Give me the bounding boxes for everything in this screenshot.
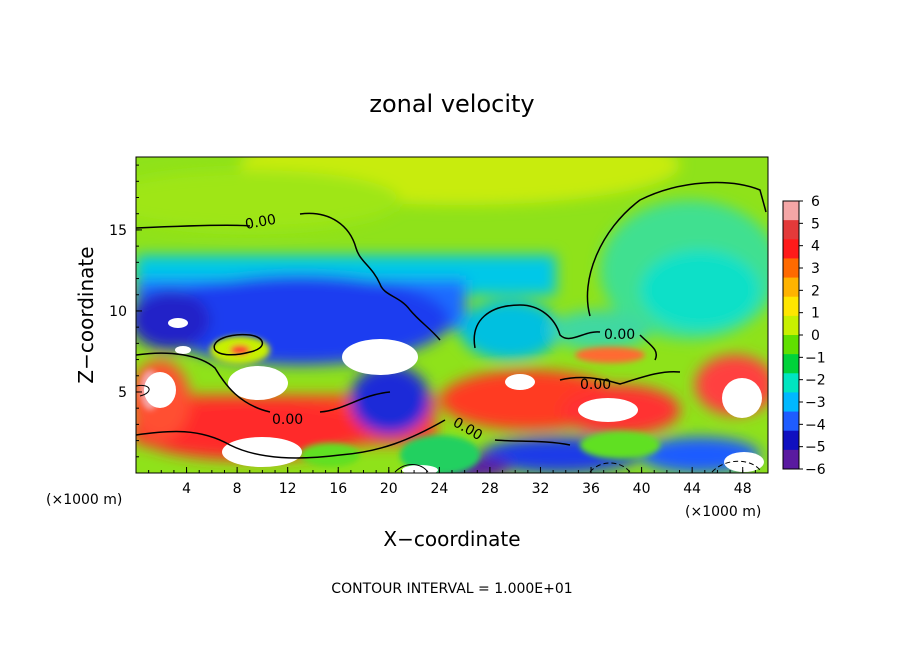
colorbar — [782, 200, 803, 470]
colorbar-tick-label: 5 — [811, 216, 820, 232]
contour-label: 0.00 — [604, 327, 635, 343]
colorbar-tick-label: −6 — [805, 462, 826, 478]
x-tick-label: 16 — [329, 481, 347, 497]
colorbar-tick-label: 3 — [811, 261, 820, 277]
y-tick-label: 15 — [109, 223, 127, 239]
x-units-right: (×1000 m) — [685, 504, 761, 520]
colorbar-swatch — [783, 354, 799, 374]
colorbar-swatch — [783, 201, 799, 221]
contour-label: 0.00 — [580, 377, 611, 393]
heatmap-field: 0.00 0.00 0.00 0.00 0.00 — [136, 157, 768, 473]
x-units-left: (×1000 m) — [46, 492, 122, 508]
colorbar-swatch — [783, 258, 799, 279]
colorbar-tick-label: 0 — [811, 328, 820, 344]
colorbar-tick-label: −4 — [805, 417, 826, 433]
colorbar-tick-label: 1 — [811, 306, 820, 322]
colorbar-tick-label: 6 — [811, 194, 820, 210]
x-tick-label: 36 — [582, 481, 600, 497]
x-tick-label: 44 — [683, 481, 701, 497]
colorbar-tick-label: −2 — [805, 373, 826, 389]
contour-label: 0.00 — [272, 412, 303, 428]
x-tick-label: 48 — [734, 481, 752, 497]
chart-title: zonal velocity — [369, 90, 534, 118]
x-axis-label: X−coordinate — [383, 527, 520, 551]
colorbar-swatch — [783, 220, 799, 240]
colorbar-swatch — [783, 430, 799, 451]
colorbar-swatch — [783, 239, 799, 259]
x-tick-label: 28 — [481, 481, 499, 497]
contour-interval-note: CONTOUR INTERVAL = 1.000E+01 — [331, 581, 572, 597]
x-tick-label: 32 — [532, 481, 550, 497]
colorbar-tick-label: 2 — [811, 283, 820, 299]
contour-label: 0.00 — [244, 212, 277, 233]
colorbar-tick-label: 4 — [811, 239, 820, 255]
x-tick-label: 4 — [182, 481, 191, 497]
y-axis-label: Z−coordinate — [74, 246, 98, 383]
colorbar-swatch — [783, 315, 799, 336]
colorbar-swatch — [783, 392, 799, 413]
x-tick-label: 12 — [279, 481, 297, 497]
colorbar-swatch — [783, 335, 799, 355]
colorbar-swatch — [783, 373, 799, 393]
x-tick-label: 24 — [430, 481, 448, 497]
colorbar-swatch — [783, 449, 799, 470]
x-tick-label: 20 — [380, 481, 398, 497]
y-tick-label: 5 — [118, 385, 127, 401]
x-tick-label: 8 — [233, 481, 242, 497]
y-tick-label: 10 — [109, 304, 127, 320]
colorbar-swatch — [783, 296, 799, 317]
x-tick-label: 40 — [633, 481, 651, 497]
colorbar-tick-label: −5 — [805, 440, 826, 456]
colorbar-swatch — [783, 411, 799, 432]
colorbar-swatch — [783, 277, 799, 298]
colorbar-tick-label: −1 — [805, 350, 826, 366]
colorbar-tick-label: −3 — [805, 395, 826, 411]
zero-contours — [136, 181, 767, 459]
